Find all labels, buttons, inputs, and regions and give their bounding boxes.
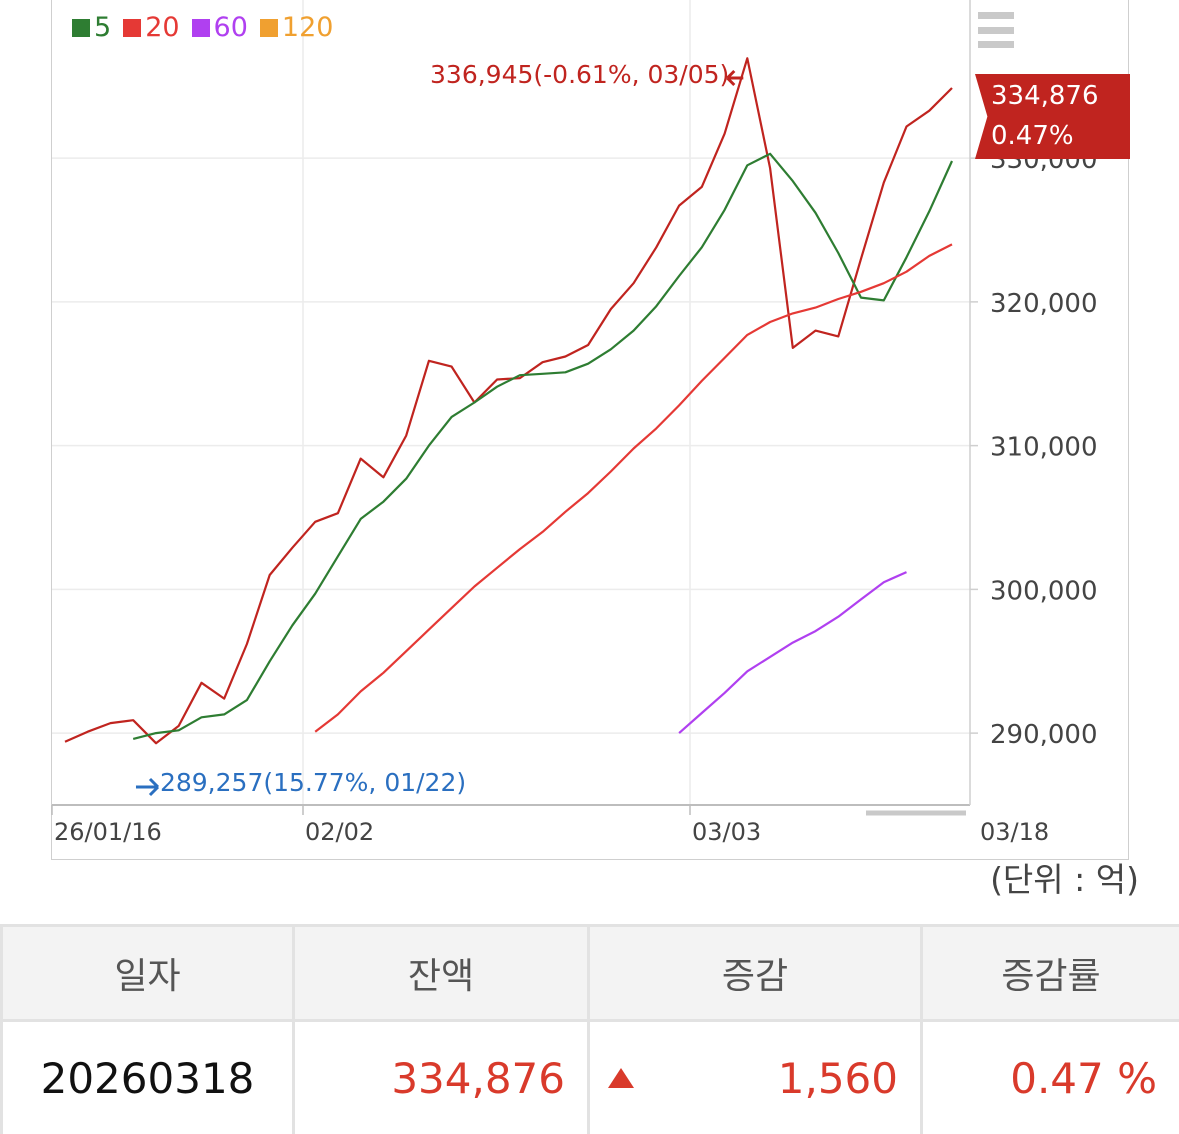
legend-item-60[interactable]: 60 [191,12,248,44]
y-tick-label: 310,000 [990,433,1098,463]
series-line-60 [678,571,907,734]
chart-legend: 5 20 60 120 [72,12,333,44]
min-price-annotation: 289,257(15.77%, 01/22) [160,768,466,797]
series-line-price [64,57,953,745]
cell-change: 1,560 [587,1019,923,1134]
legend-item-120[interactable]: 120 [259,12,334,44]
legend-item-5[interactable]: 5 [72,12,111,44]
min-arrow-icon [135,777,160,797]
legend-label-120: 120 [281,12,334,43]
current-price-value: 334,876 [991,81,1099,111]
y-tick-label: 290,000 [990,720,1098,750]
legend-label-20: 20 [145,12,180,43]
cell-date: 20260318 [0,1019,295,1134]
line-chart: 290,000300,000310,000320,000330,00026/01… [51,0,1098,846]
current-price-change: 0.47% [991,121,1074,151]
chart-frame [51,0,1129,860]
series-line-20 [314,243,953,733]
table-header-row: 일자 잔액 증감 증감률 [0,924,1179,1022]
balance-table: 일자 잔액 증감 증감률 20260318 334,876 1,560 0.47… [0,924,1179,1134]
series-line-5 [132,152,954,740]
table-row: 20260318 334,876 1,560 0.47 % [0,1019,1179,1134]
up-triangle-icon [608,1068,634,1088]
hamburger-menu-icon[interactable] [978,12,1014,48]
y-tick-label: 300,000 [990,576,1098,606]
header-balance: 잔액 [292,924,590,1022]
x-tick-label: 02/02 [305,818,374,846]
x-tick-label: 26/01/16 [54,818,162,846]
max-arrow-icon [726,69,744,87]
legend-swatch-5 [72,19,90,37]
legend-swatch-20 [123,19,142,37]
cell-balance: 334,876 [292,1019,590,1134]
x-tick-label: 03/03 [692,818,761,846]
legend-label-5: 5 [94,12,112,43]
x-tick-label: 03/18 [980,818,1049,846]
legend-label-60: 60 [213,12,248,43]
max-price-annotation: 336,945(-0.61%, 03/05) [430,60,729,89]
header-date: 일자 [0,924,295,1022]
legend-swatch-120 [259,19,278,37]
cell-rate: 0.47 % [920,1019,1179,1134]
legend-swatch-60 [191,19,210,37]
header-change: 증감 [587,924,923,1022]
y-tick-label: 320,000 [990,289,1098,319]
header-rate: 증감률 [920,924,1179,1022]
current-price-tag: 334,876 0.47% [975,74,1130,159]
cell-change-value: 1,560 [777,1053,898,1103]
legend-item-20[interactable]: 20 [123,12,180,44]
unit-label: (단위 : 억) [990,860,1139,899]
